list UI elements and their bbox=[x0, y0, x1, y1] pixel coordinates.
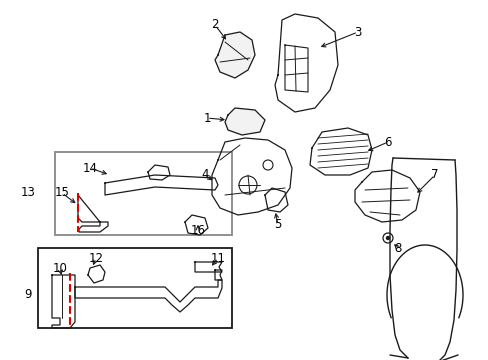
Text: 15: 15 bbox=[55, 186, 69, 199]
Text: 14: 14 bbox=[82, 162, 97, 175]
Text: 10: 10 bbox=[52, 261, 67, 274]
Text: 5: 5 bbox=[274, 219, 281, 231]
Text: 2: 2 bbox=[211, 18, 218, 31]
Text: 9: 9 bbox=[24, 288, 32, 302]
Text: 12: 12 bbox=[88, 252, 103, 265]
Bar bbox=[55, 152, 231, 235]
Text: 7: 7 bbox=[430, 168, 438, 181]
Text: 1: 1 bbox=[203, 112, 210, 125]
Text: 6: 6 bbox=[384, 135, 391, 148]
Polygon shape bbox=[224, 108, 264, 135]
Polygon shape bbox=[215, 32, 254, 78]
Text: 16: 16 bbox=[190, 224, 205, 237]
Text: 11: 11 bbox=[210, 252, 225, 265]
Text: 4: 4 bbox=[201, 168, 208, 181]
Text: 8: 8 bbox=[393, 242, 401, 255]
Circle shape bbox=[386, 237, 389, 239]
Bar bbox=[38, 248, 231, 328]
Text: 3: 3 bbox=[354, 26, 361, 39]
Text: 13: 13 bbox=[20, 185, 35, 198]
